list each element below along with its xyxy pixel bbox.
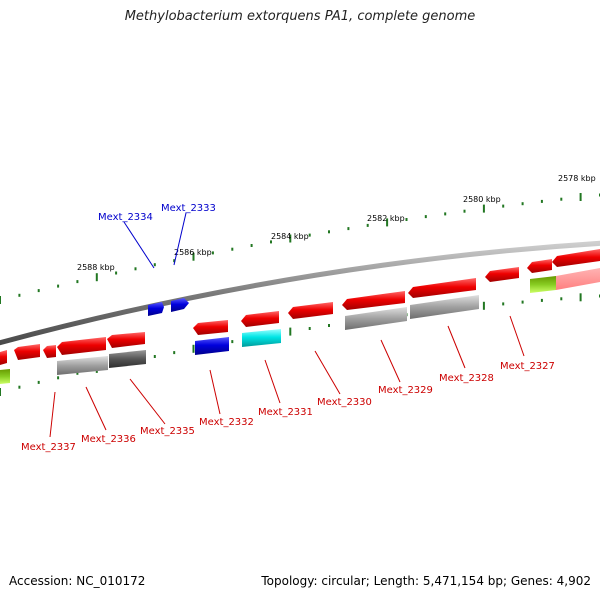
kbp-label-2584: 2584 kbp: [271, 232, 309, 241]
gene-arrow-mext-2328[interactable]: [408, 278, 476, 298]
feature-block-gray-3: [410, 295, 479, 319]
feature-block-green: [530, 276, 556, 293]
gene-arrow-mext-2337-a[interactable]: [0, 350, 7, 365]
gene-arrow-mext-2334[interactable]: [148, 302, 164, 316]
gene-label-mext-2330[interactable]: Mext_2330: [317, 397, 372, 408]
gene-arrow-mext-2330[interactable]: [288, 302, 333, 319]
feature-block-pink: [556, 268, 600, 290]
genome-backbone: [0, 240, 600, 346]
gene-label-mext-2329[interactable]: Mext_2329: [378, 385, 433, 396]
genome-title: Methylobacterium extorquens PA1, complet…: [124, 9, 476, 24]
gene-arrow-mext-2336[interactable]: [43, 345, 56, 358]
gene-label-mext-2335[interactable]: Mext_2335: [140, 426, 195, 437]
feature-block-gray-1: [57, 356, 108, 375]
feature-block-dark-1: [109, 350, 146, 368]
gene-arrow-mext-2333[interactable]: [171, 298, 189, 312]
feature-block-gray-2: [345, 307, 407, 330]
gene-label-mext-2334[interactable]: Mext_2334: [98, 212, 153, 223]
gene-arrow-right-b[interactable]: [552, 249, 600, 267]
gene-arrow-right-a[interactable]: [527, 259, 552, 273]
kbp-label-2582: 2582 kbp: [367, 214, 405, 223]
gene-label-mext-2332[interactable]: Mext_2332: [199, 417, 254, 428]
gene-label-mext-2327[interactable]: Mext_2327: [500, 361, 555, 372]
gene-label-mext-2336[interactable]: Mext_2336: [81, 434, 136, 445]
gene-arrow-mext-2329[interactable]: [342, 291, 405, 310]
kbp-label-2588: 2588 kbp: [77, 263, 115, 272]
gene-label-mext-2333[interactable]: Mext_2333: [161, 203, 216, 214]
kbp-label-2580: 2580 kbp: [463, 195, 501, 204]
gene-label-mext-2337[interactable]: Mext_2337: [21, 442, 76, 453]
gene-arrow-mext-2337-b[interactable]: [14, 344, 40, 360]
gene-arrow-mext-2327[interactable]: [485, 267, 519, 282]
gene-label-mext-2331[interactable]: Mext_2331: [258, 407, 313, 418]
topology-summary: Topology: circular; Length: 5,471,154 bp…: [261, 574, 591, 588]
feature-block-blue: [195, 337, 229, 355]
kbp-label-2586: 2586 kbp: [174, 248, 212, 257]
gene-arrow-mext-2335-a[interactable]: [57, 337, 106, 355]
gene-arrow-mext-2331[interactable]: [241, 311, 279, 327]
gene-label-mext-2328[interactable]: Mext_2328: [439, 373, 494, 384]
kbp-ruler-upper: [0, 193, 600, 304]
feature-block-cyan: [242, 329, 281, 347]
accession-text: Accession: NC_010172: [9, 574, 146, 588]
feature-block-green-left: [0, 369, 10, 384]
kbp-label-2578: 2578 kbp: [558, 174, 596, 183]
label-callouts: [49, 212, 525, 438]
gene-arrow-mext-2335-b[interactable]: [107, 332, 145, 348]
gene-arrow-mext-2332[interactable]: [193, 320, 228, 335]
